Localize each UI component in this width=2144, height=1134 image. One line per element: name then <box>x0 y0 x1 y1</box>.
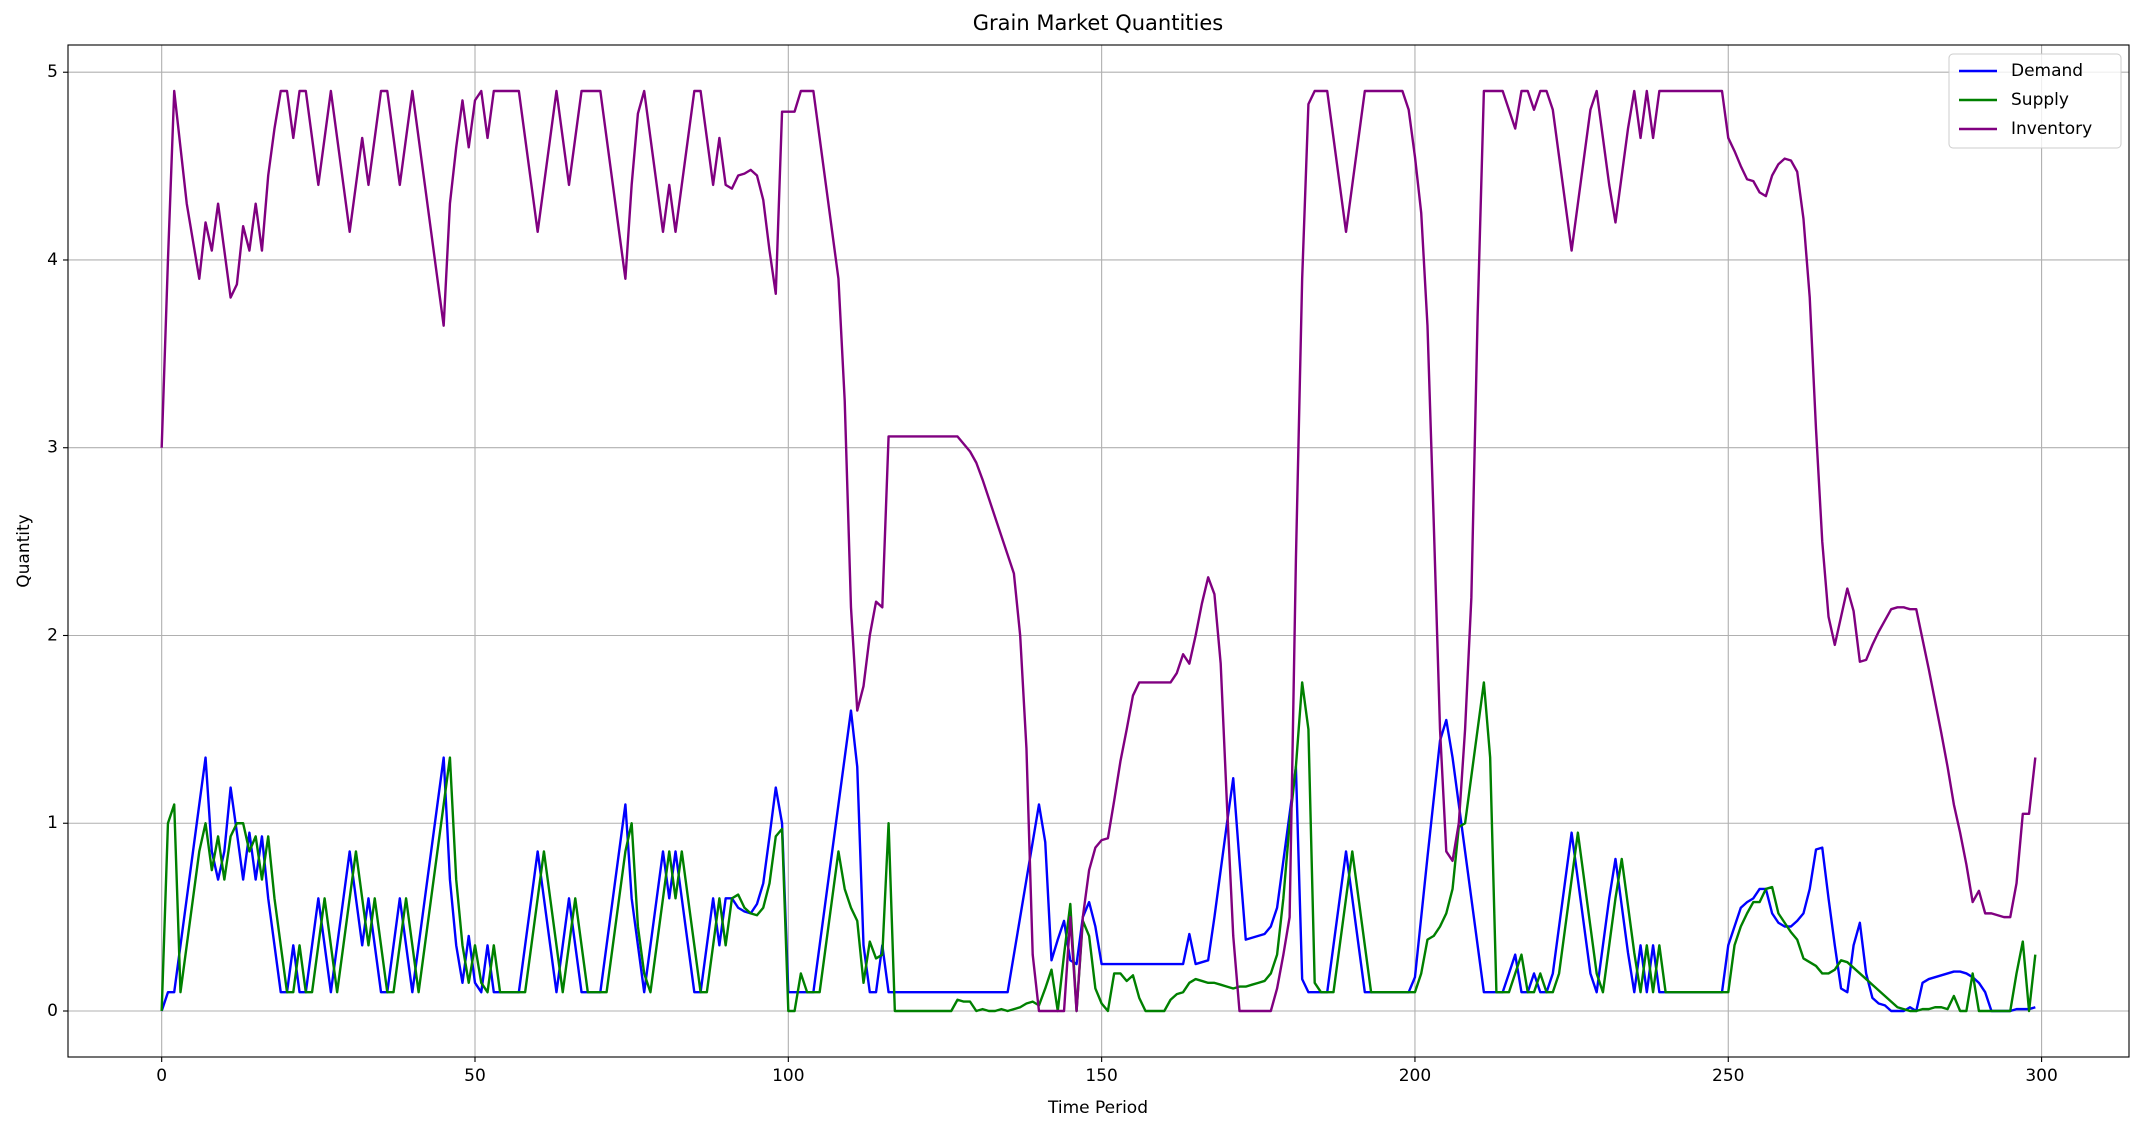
y-tick-label: 4 <box>47 250 58 270</box>
legend: Demand Supply Inventory <box>1948 53 2122 149</box>
x-axis-label: Time Period <box>1047 1098 1148 1118</box>
plot-frame <box>67 44 2130 1058</box>
data-line <box>160 709 2036 1013</box>
legend-box <box>1948 53 2122 149</box>
y-tick-label: 1 <box>47 813 58 833</box>
y-tick-label: 3 <box>47 438 58 458</box>
y-tick-label: 0 <box>47 1001 58 1021</box>
x-tick-label: 100 <box>772 1066 804 1086</box>
x-tick-label: 0 <box>156 1066 167 1086</box>
data-line <box>160 89 2037 1013</box>
y-axis-label: Quantity <box>14 514 34 587</box>
x-tick-label: 300 <box>2025 1066 2057 1086</box>
x-tick-label: 200 <box>1399 1066 1431 1086</box>
legend-label: Supply <box>2011 90 2069 110</box>
legend-label: Demand <box>2011 61 2083 81</box>
data-line <box>160 681 2037 1013</box>
y-tick-label: 2 <box>47 625 58 645</box>
x-tick-label: 150 <box>1085 1066 1117 1086</box>
x-tick-label: 50 <box>464 1066 486 1086</box>
y-tick-label: 5 <box>47 62 58 82</box>
legend-label: Inventory <box>2011 119 2092 139</box>
chart-title: Grain Market Quantities <box>973 11 1223 35</box>
x-tick-label: 250 <box>1712 1066 1744 1086</box>
